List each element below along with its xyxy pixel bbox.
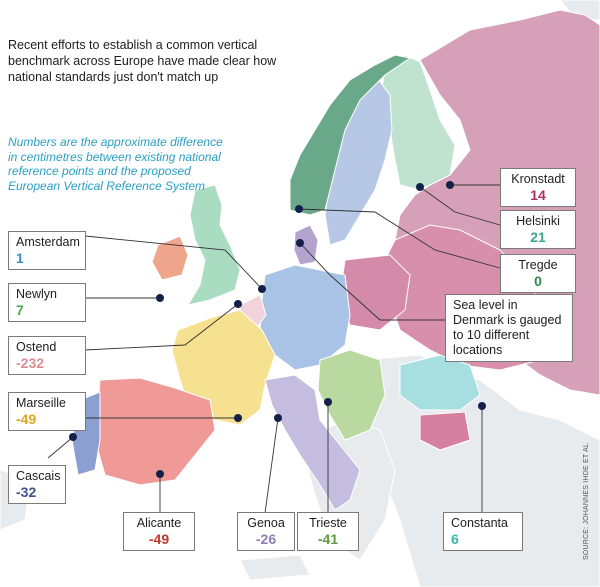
- label-kronstadt: Kronstadt 14: [500, 168, 576, 207]
- dot-constanta: [478, 402, 486, 410]
- label-ostend-name: Ostend: [16, 340, 57, 354]
- label-marseille-name: Marseille: [16, 396, 67, 410]
- label-trieste: Trieste -41: [297, 512, 359, 551]
- label-constanta-name: Constanta: [451, 516, 508, 530]
- label-genoa-name: Genoa: [247, 516, 285, 530]
- region-denmark: [293, 224, 319, 266]
- label-constanta-value: 6: [451, 531, 459, 547]
- region-balkans: [317, 349, 386, 441]
- label-denmark: Sea level in Denmark is gauged to 10 dif…: [445, 294, 573, 362]
- dot-newlyn: [156, 294, 164, 302]
- label-marseille: Marseille -49: [8, 392, 86, 431]
- label-cascais-value: -32: [16, 484, 37, 500]
- label-helsinki-name: Helsinki: [516, 214, 560, 228]
- region-italy: [264, 374, 361, 511]
- dot-helsinki: [416, 183, 424, 191]
- intro-text: Recent efforts to establish a common ver…: [8, 38, 277, 84]
- dot-alicante: [156, 470, 164, 478]
- label-tregde-name: Tregde: [518, 258, 558, 272]
- label-cascais-name: Cascais: [16, 469, 61, 483]
- dot-genoa: [274, 414, 282, 422]
- label-tregde: Tregde 0: [500, 254, 576, 293]
- label-alicante-value: -49: [148, 531, 170, 547]
- label-alicante-name: Alicante: [136, 516, 182, 530]
- region-germany: [259, 264, 351, 371]
- label-kronstadt-value: 14: [530, 187, 546, 203]
- dot-ostend: [234, 300, 242, 308]
- dot-kronstadt: [446, 181, 454, 189]
- label-helsinki: Helsinki 21: [500, 210, 576, 249]
- label-kronstadt-name: Kronstadt: [511, 172, 565, 186]
- dot-marseille: [234, 414, 242, 422]
- label-constanta: Constanta 6: [443, 512, 523, 551]
- label-helsinki-value: 21: [530, 229, 546, 245]
- dot-denmark: [296, 239, 304, 247]
- label-cascais: Cascais -32: [8, 465, 66, 504]
- region-ireland: [151, 235, 189, 281]
- dot-amsterdam: [258, 285, 266, 293]
- leader-lines: [47, 184, 501, 514]
- label-ostend-value: -232: [16, 355, 45, 371]
- source-credit: SOURCE: JOHANNES IHDE ET AL: [583, 443, 590, 560]
- label-denmark-text: Sea level in Denmark is gauged to 10 dif…: [453, 298, 562, 357]
- dot-cascais: [69, 433, 77, 441]
- label-ostend: Ostend -232: [8, 336, 86, 375]
- location-dots: [69, 181, 486, 478]
- region-norway: [289, 54, 412, 216]
- label-amsterdam-name: Amsterdam: [16, 235, 80, 249]
- label-genoa-value: -26: [255, 531, 277, 547]
- region-uk: [186, 184, 241, 306]
- label-amsterdam-value: 1: [16, 250, 24, 266]
- dot-trieste: [324, 398, 332, 406]
- label-trieste-name: Trieste: [309, 516, 347, 530]
- label-newlyn-name: Newlyn: [16, 287, 57, 301]
- label-alicante: Alicante -49: [123, 512, 195, 551]
- legend-note: Numbers are the approximate difference i…: [8, 135, 223, 193]
- label-newlyn-value: 7: [16, 302, 24, 318]
- label-tregde-value: 0: [534, 273, 542, 289]
- label-amsterdam: Amsterdam 1: [8, 231, 86, 270]
- label-newlyn: Newlyn 7: [8, 283, 86, 322]
- label-genoa: Genoa -26: [237, 512, 295, 551]
- dot-tregde: [295, 205, 303, 213]
- label-marseille-value: -49: [16, 411, 37, 427]
- label-trieste-value: -41: [317, 531, 339, 547]
- region-bulgaria: [419, 411, 471, 451]
